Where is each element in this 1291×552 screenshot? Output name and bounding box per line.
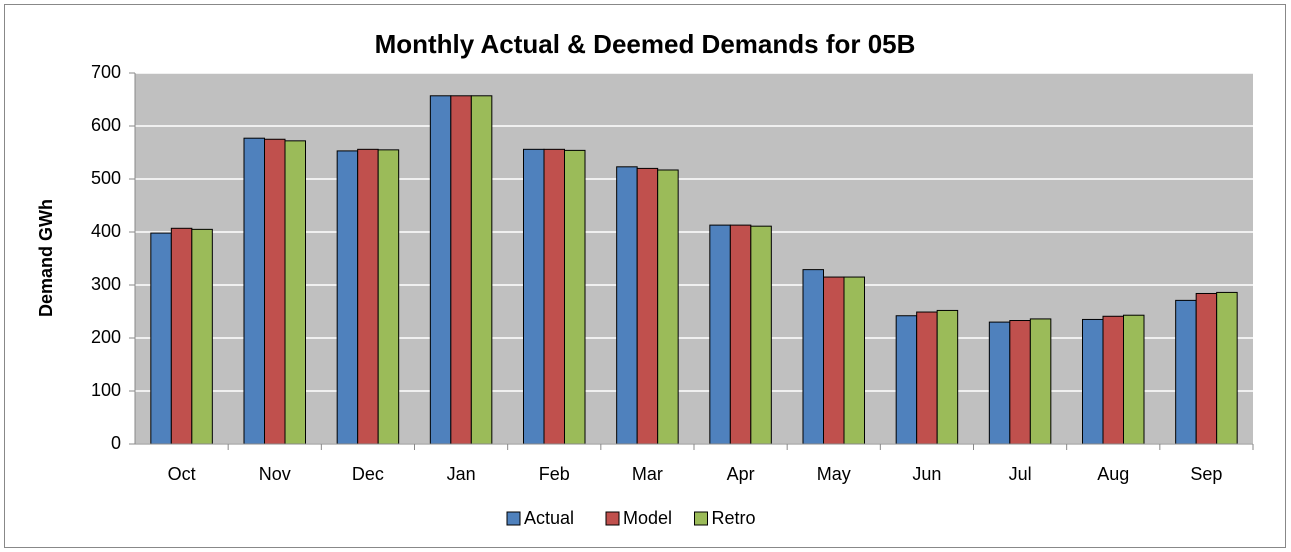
bar [429,95,452,445]
bar [1009,320,1031,445]
x-tick-label: Jun [912,464,941,484]
bar [543,148,565,445]
legend-label: Actual [524,508,574,528]
bar [616,166,638,445]
x-tick-label: Oct [168,464,196,484]
x-tick-label: Mar [632,464,663,484]
bar [636,167,659,445]
bar [1123,314,1145,445]
bar [564,149,586,445]
x-tick-label: Nov [259,464,291,484]
bar [191,228,213,445]
y-tick-label: 100 [91,380,121,400]
bar [823,276,845,445]
y-tick-label: 300 [91,274,121,294]
legend-label: Retro [712,508,756,528]
bar [1195,292,1218,445]
bar [264,138,286,445]
y-tick-label: 500 [91,168,121,188]
bar [1029,318,1052,445]
y-tick-label: 0 [111,433,121,453]
y-tick-label: 700 [91,62,121,82]
bar [377,149,400,445]
bar [150,232,172,445]
bar [243,137,265,445]
bar [802,269,824,445]
bar [936,309,959,445]
x-tick-label: Jan [447,464,476,484]
bar [729,224,752,445]
y-tick-label: 400 [91,221,121,241]
x-tick-label: Apr [727,464,755,484]
legend-swatch [506,511,521,526]
x-tick-label: Dec [352,464,384,484]
x-tick-label: Feb [539,464,570,484]
x-tick-label: Jul [1009,464,1032,484]
x-tick-label: Sep [1190,464,1222,484]
bar [988,321,1011,445]
x-tick-label: Aug [1097,464,1129,484]
plot-area [135,73,1253,444]
legend-swatch [694,511,708,526]
y-tick-label: 200 [91,327,121,347]
legend-swatch [605,511,620,526]
bar [1102,315,1124,445]
bar [523,148,545,445]
bar [470,95,493,445]
x-tick-label: May [817,464,851,484]
bar [709,224,731,445]
bar [843,276,865,445]
bar [336,150,359,445]
bar [284,140,306,445]
chart-title: Monthly Actual & Deemed Demands for 05B [375,29,916,59]
bar [895,315,918,445]
y-axis-label: Demand GWh [36,199,56,317]
bar [1082,318,1104,445]
bar [916,311,938,445]
legend-label: Model [623,508,672,528]
bar [1216,291,1238,445]
bar [170,227,193,445]
bar [1175,299,1197,445]
bar [450,95,472,445]
bar [750,225,772,445]
bar [657,169,679,445]
y-tick-label: 600 [91,115,121,135]
bar [357,148,379,445]
